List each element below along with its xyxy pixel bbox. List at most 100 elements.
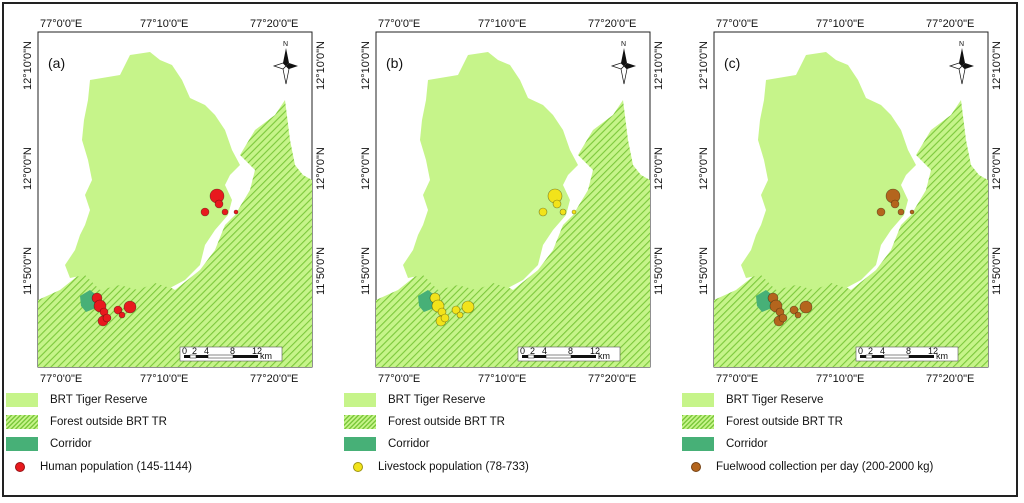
- legend-item: Forest outside BRT TR: [682, 413, 843, 431]
- right-tick-label: 12°0'0"N: [315, 147, 327, 190]
- left-tick-label: 12°0'0"N: [698, 147, 710, 190]
- right-tick-label: 11°50'0"N: [653, 247, 665, 295]
- settlement-point: [102, 313, 112, 323]
- left-tick-label: 12°10'0"N: [360, 41, 372, 90]
- right-tick-label: 11°50'0"N: [991, 247, 1003, 295]
- legend-label: Livestock population (78-733): [378, 461, 529, 473]
- settlement-point: [233, 209, 239, 215]
- top-tick-label: 77°10'0"E: [478, 18, 526, 30]
- left-tick-label: 12°10'0"N: [22, 41, 34, 90]
- top-tick-label: 77°0'0"E: [716, 18, 758, 30]
- right-tick-label: 12°10'0"N: [315, 41, 327, 90]
- scale-bar: 0 2 4 8 12 km: [855, 346, 959, 362]
- map-svg: 77°0'0"E 77°10'0"E 77°20'0"E 77°0'0"E 77…: [360, 18, 665, 385]
- legend-point-symbol: [691, 462, 701, 472]
- legend-item: Corridor: [682, 435, 768, 453]
- legend-item: Fuelwood collection per day (200-2000 kg…: [682, 458, 933, 476]
- legend-item: BRT Tiger Reserve: [682, 391, 823, 409]
- top-tick-label: 77°0'0"E: [40, 18, 82, 30]
- settlement-point: [876, 207, 886, 217]
- scale-label: 8: [906, 346, 911, 356]
- scale-label: 4: [204, 346, 209, 356]
- bottom-tick-label: 77°10'0"E: [140, 373, 188, 385]
- scale-unit: km: [936, 351, 948, 361]
- legend-swatch-forest-outside: [344, 415, 376, 429]
- legend-swatch-corridor: [344, 437, 376, 451]
- left-tick-label: 12°10'0"N: [698, 41, 710, 90]
- top-tick-label: 77°20'0"E: [588, 18, 636, 30]
- tiger-reserve-area: [65, 52, 240, 290]
- scale-label: 12: [928, 346, 938, 356]
- settlement-point: [118, 311, 126, 319]
- bottom-tick-label: 77°10'0"E: [478, 373, 526, 385]
- scale-label: 12: [590, 346, 600, 356]
- settlement-point: [123, 300, 137, 314]
- settlement-point: [461, 300, 475, 314]
- legend-label: Forest outside BRT TR: [50, 416, 167, 428]
- left-tick-label: 11°50'0"N: [360, 247, 372, 295]
- settlement-point: [794, 311, 802, 319]
- legend-item: BRT Tiger Reserve: [344, 391, 485, 409]
- north-arrow-icon: N: [610, 41, 636, 85]
- forest-outside-area: [38, 100, 312, 367]
- settlement-points: [429, 188, 577, 327]
- panel-label: (a): [48, 55, 65, 71]
- scale-label: 2: [530, 346, 535, 356]
- top-tick-label: 77°0'0"E: [378, 18, 420, 30]
- scale-bar: 0 2 4 8 12 km: [179, 346, 283, 362]
- right-tick-label: 12°10'0"N: [991, 41, 1003, 90]
- north-label: N: [959, 41, 964, 48]
- top-tick-label: 77°20'0"E: [250, 18, 298, 30]
- legend-swatch-corridor: [682, 437, 714, 451]
- legend-label: Fuelwood collection per day (200-2000 kg…: [716, 461, 934, 473]
- north-label: N: [621, 41, 626, 48]
- legend-point-symbol: [15, 462, 25, 472]
- map-panel: 77°0'0"E 77°10'0"E 77°20'0"E 77°0'0"E 77…: [0, 0, 340, 503]
- settlement-point: [571, 209, 577, 215]
- scale-label: 0: [858, 346, 863, 356]
- legend-item: Livestock population (78-733): [344, 458, 529, 476]
- scale-label: 8: [568, 346, 573, 356]
- bottom-tick-label: 77°20'0"E: [926, 373, 974, 385]
- bottom-tick-label: 77°0'0"E: [40, 373, 82, 385]
- right-tick-label: 12°10'0"N: [653, 41, 665, 90]
- north-arrow-icon: N: [948, 41, 974, 85]
- legend-item: Forest outside BRT TR: [6, 413, 167, 431]
- settlement-point: [799, 300, 813, 314]
- legend-label: Corridor: [726, 438, 768, 450]
- scale-bar: 0 2 4 8 12 km: [517, 346, 621, 362]
- right-tick-label: 12°0'0"N: [991, 147, 1003, 190]
- scale-label: 2: [868, 346, 873, 356]
- scale-label: 2: [192, 346, 197, 356]
- scale-unit: km: [598, 351, 610, 361]
- legend-swatch-tiger-reserve: [6, 393, 38, 407]
- scale-label: 4: [880, 346, 885, 356]
- legend-label: Corridor: [388, 438, 430, 450]
- right-tick-label: 12°0'0"N: [653, 147, 665, 190]
- bottom-tick-label: 77°0'0"E: [716, 373, 758, 385]
- legend-swatch-corridor: [6, 437, 38, 451]
- bottom-tick-label: 77°20'0"E: [250, 373, 298, 385]
- settlement-point: [789, 305, 799, 315]
- scale-label: 0: [520, 346, 525, 356]
- top-tick-label: 77°10'0"E: [816, 18, 864, 30]
- legend-swatch-forest-outside: [6, 415, 38, 429]
- legend-label: BRT Tiger Reserve: [50, 394, 148, 406]
- left-tick-label: 12°0'0"N: [360, 147, 372, 190]
- forest-outside-area: [714, 100, 988, 367]
- settlement-point: [890, 199, 900, 209]
- settlement-point: [221, 208, 229, 216]
- settlement-point: [909, 209, 915, 215]
- legend-label: Corridor: [50, 438, 92, 450]
- bottom-tick-label: 77°20'0"E: [588, 373, 636, 385]
- tiger-reserve-area: [741, 52, 916, 290]
- map-panel: 77°0'0"E 77°10'0"E 77°20'0"E 77°0'0"E 77…: [676, 0, 1016, 503]
- settlement-point: [200, 207, 210, 217]
- legend-label: BRT Tiger Reserve: [388, 394, 486, 406]
- bottom-tick-label: 77°0'0"E: [378, 373, 420, 385]
- tiger-reserve-area: [403, 52, 578, 290]
- forest-outside-area: [376, 100, 650, 367]
- settlement-point: [113, 305, 123, 315]
- settlement-point: [778, 313, 788, 323]
- legend-item: Forest outside BRT TR: [344, 413, 505, 431]
